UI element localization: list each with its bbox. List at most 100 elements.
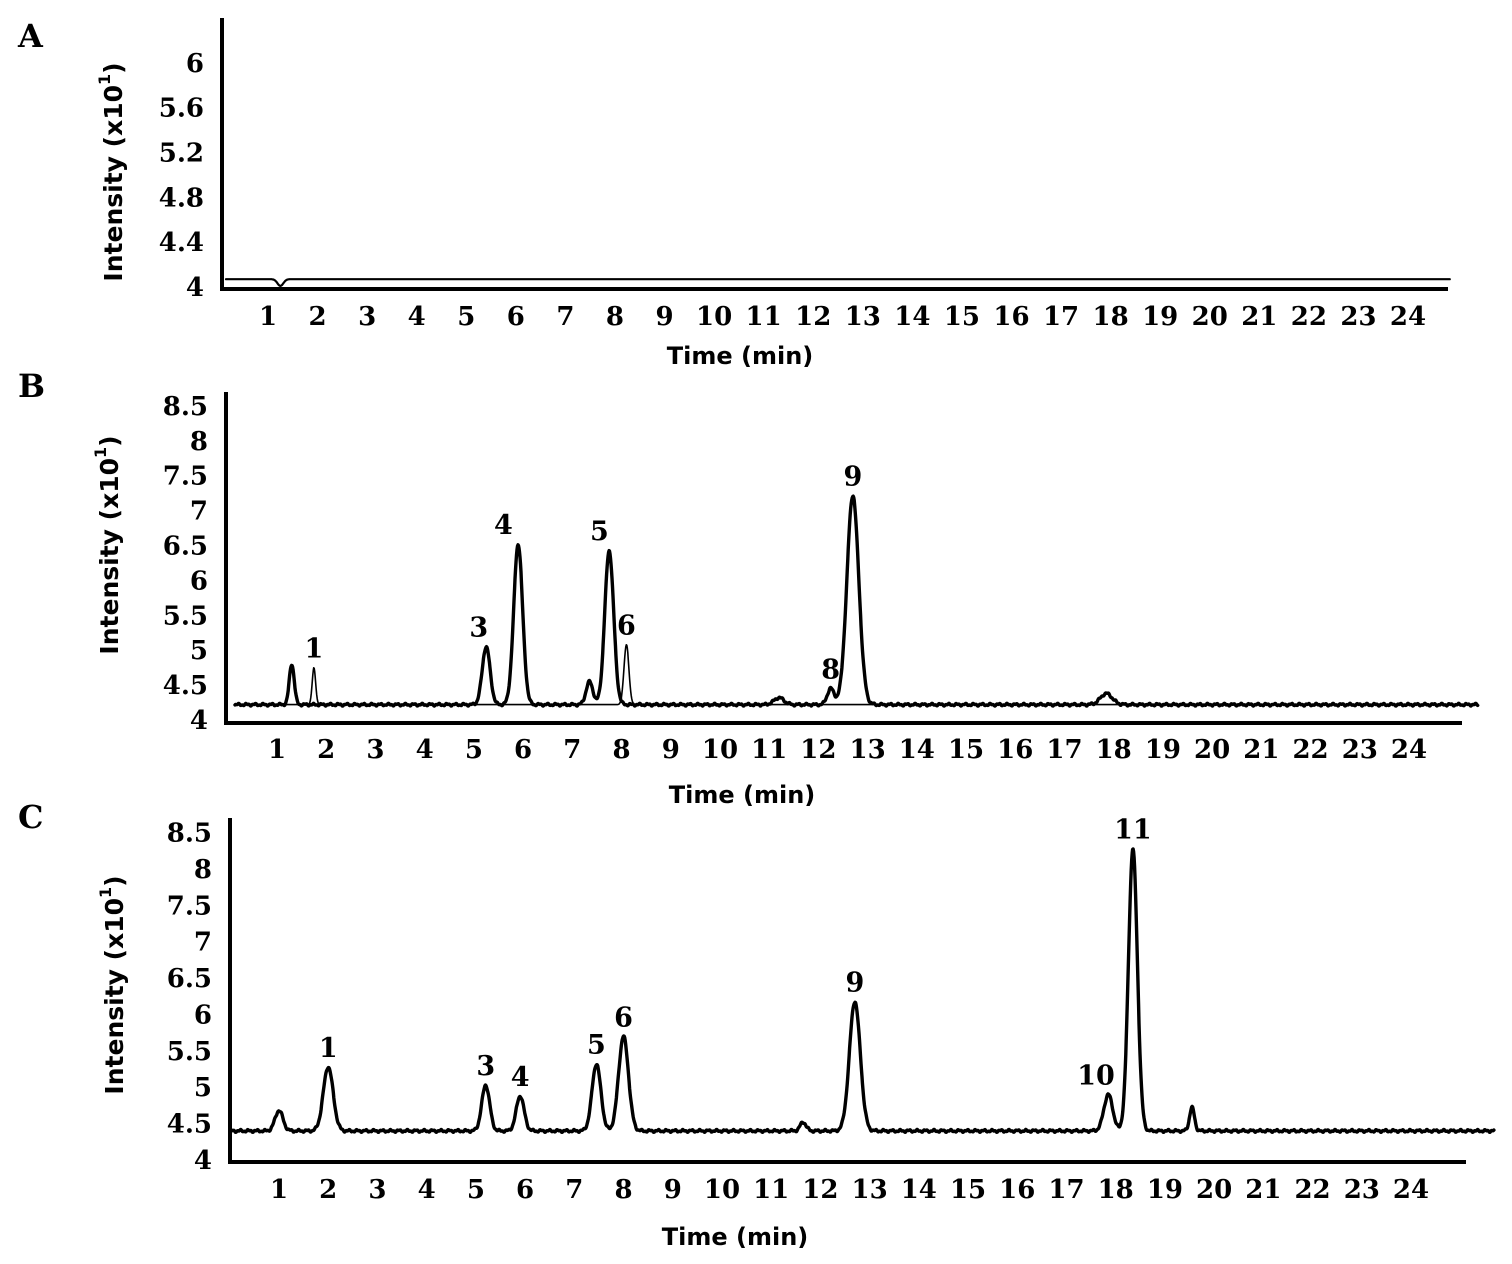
x-tick-label: 15 (944, 302, 980, 332)
y-axis-title-text: Intensity (x10 (99, 85, 128, 282)
y-tick-label: 8.5 (167, 819, 212, 849)
x-tick-label: 21 (1245, 1175, 1281, 1205)
x-tick-label: 8 (612, 735, 630, 765)
x-tick-label: 6 (514, 735, 532, 765)
x-tick-label: 12 (800, 735, 836, 765)
x-tick-label: 2 (319, 1175, 337, 1205)
y-tick-label: 4.8 (159, 183, 204, 213)
y-axis-title-superscript: 1 (96, 887, 115, 898)
peak-label: 3 (469, 613, 488, 644)
y-tick-label: 8.5 (163, 392, 208, 422)
x-tick-label: 22 (1291, 302, 1327, 332)
panel-a: A Intensity (x101) Time (min) 44.44.85.2… (17, 17, 1451, 370)
x-tick-label: 19 (1145, 735, 1181, 765)
x-tick-label: 20 (1192, 302, 1228, 332)
y-axis-title-superscript: 1 (95, 74, 114, 85)
y-axis-title-close: ) (100, 875, 129, 886)
x-tick-label: 8 (606, 302, 624, 332)
x-tick-labels: 1 2 3 4 5 6 7 8 9 10 11 12 13 14 15 16 17 18 19 20 21 22 23 24 (268, 735, 1427, 765)
x-tick-label: 10 (704, 1175, 740, 1205)
panel-label: B (18, 367, 45, 405)
x-tick-label: 4 (418, 1175, 436, 1205)
x-tick-label: 4 (416, 735, 434, 765)
x-tick-label: 10 (702, 735, 738, 765)
svg-text:Intensity (x101): Intensity (x101) (96, 875, 129, 1094)
x-tick-label: 7 (556, 302, 574, 332)
y-tick-label: 8 (190, 427, 208, 457)
panel-b: B Intensity (x101) Time (min) 44.555.566… (18, 367, 1480, 809)
x-tick-label: 20 (1196, 1175, 1232, 1205)
x-tick-label: 16 (993, 302, 1029, 332)
peak-label: 9 (845, 967, 864, 998)
y-tick-label: 6 (194, 1000, 212, 1030)
x-tick-label: 5 (457, 302, 475, 332)
x-tick-label: 11 (751, 735, 787, 765)
x-tick-label: 10 (696, 302, 732, 332)
peak-labels: 1 3 4 56 9 10 11 (319, 815, 1152, 1093)
x-tick-label: 23 (1340, 302, 1376, 332)
y-axis-title-text: Intensity (x10 (100, 898, 129, 1095)
x-tick-label: 4 (408, 302, 426, 332)
panel-label: C (18, 798, 43, 836)
y-tick-label: 5.5 (167, 1037, 212, 1067)
x-tick-label: 11 (746, 302, 782, 332)
x-tick-label: 8 (614, 1175, 632, 1205)
x-axis-title: Time (min) (662, 1223, 809, 1251)
panel-c: C Intensity (x101) Time (min) 44.555.566… (18, 798, 1496, 1251)
x-tick-label: 2 (317, 735, 335, 765)
y-axis-title-close: ) (95, 435, 124, 446)
x-tick-label: 11 (753, 1175, 789, 1205)
x-tick-label: 17 (1043, 302, 1079, 332)
x-tick-label: 18 (1096, 735, 1132, 765)
y-tick-label: 7 (190, 497, 208, 527)
x-tick-label: 3 (368, 1175, 386, 1205)
peak-label: 6 (614, 1002, 633, 1033)
x-tick-label: 7 (563, 735, 581, 765)
x-tick-label: 20 (1194, 735, 1230, 765)
peak-label: 5 (587, 1030, 606, 1061)
x-tick-label: 22 (1292, 735, 1328, 765)
x-tick-labels: 1 2 3 4 5 6 7 8 9 10 11 12 13 14 15 16 17 18 19 20 21 22 23 24 (259, 302, 1426, 332)
x-tick-label: 22 (1294, 1175, 1330, 1205)
x-tick-label: 13 (852, 1175, 888, 1205)
x-tick-label: 19 (1142, 302, 1178, 332)
x-tick-label: 24 (1391, 735, 1427, 765)
x-tick-label: 3 (358, 302, 376, 332)
x-tick-label: 2 (309, 302, 327, 332)
y-tick-label: 7.5 (167, 891, 212, 921)
x-tick-label: 15 (948, 735, 984, 765)
x-tick-label: 5 (465, 735, 483, 765)
peak-label: 1 (319, 1033, 338, 1064)
y-tick-label: 6 (186, 49, 204, 79)
trace-line (224, 278, 1451, 287)
y-axis-title: Intensity (x101) (91, 435, 124, 654)
y-tick-label: 6.5 (163, 532, 208, 562)
x-tick-labels: 1 2 3 4 5 6 7 8 9 10 11 12 13 14 15 16 17 18 19 20 21 22 23 24 (270, 1175, 1429, 1205)
peak-label: 9 (843, 461, 862, 492)
trace-line (228, 847, 1496, 1134)
y-axis-title: Intensity (x101) (95, 62, 128, 281)
y-tick-label: 4 (190, 706, 208, 736)
x-tick-label: 9 (655, 302, 673, 332)
traces (224, 278, 1451, 287)
y-tick-label: 4 (194, 1146, 212, 1176)
svg-text:Intensity (x101): Intensity (x101) (95, 62, 128, 281)
x-tick-label: 23 (1342, 735, 1378, 765)
peak-label: 6 (617, 611, 636, 642)
y-axis-title-superscript: 1 (91, 447, 110, 458)
y-tick-label: 4 (186, 273, 204, 303)
y-tick-label: 5.2 (159, 139, 204, 169)
x-tick-label: 5 (467, 1175, 485, 1205)
x-tick-label: 13 (850, 735, 886, 765)
y-tick-label: 7.5 (163, 462, 208, 492)
y-tick-label: 4.5 (163, 671, 208, 701)
x-tick-label: 19 (1147, 1175, 1183, 1205)
y-tick-label: 4.4 (159, 228, 204, 258)
x-tick-label: 13 (845, 302, 881, 332)
y-tick-labels: 4 4.5 5 5.5 6 6.5 7 7.5 8 8.5 (163, 392, 208, 736)
x-tick-label: 24 (1393, 1175, 1429, 1205)
peak-label: 8 (821, 655, 840, 686)
y-tick-label: 8 (194, 855, 212, 885)
peak-label: 3 (476, 1051, 495, 1082)
